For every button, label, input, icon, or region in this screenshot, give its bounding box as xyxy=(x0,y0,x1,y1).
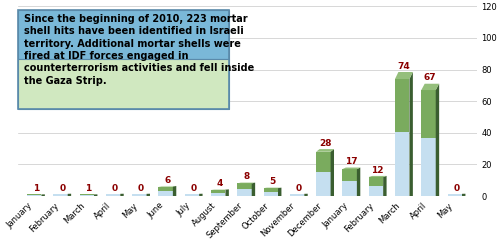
Text: 0: 0 xyxy=(138,184,144,193)
Polygon shape xyxy=(422,84,439,90)
Polygon shape xyxy=(410,72,413,196)
Polygon shape xyxy=(94,194,98,196)
Bar xyxy=(238,183,252,189)
Bar xyxy=(316,152,330,172)
Polygon shape xyxy=(158,186,176,187)
Bar xyxy=(368,177,383,186)
Polygon shape xyxy=(278,188,281,196)
Bar xyxy=(80,194,94,195)
Polygon shape xyxy=(68,194,71,196)
Polygon shape xyxy=(436,84,439,196)
Bar xyxy=(422,138,436,196)
Bar xyxy=(342,181,357,196)
Bar xyxy=(80,195,94,196)
Bar xyxy=(238,189,252,196)
Bar xyxy=(264,188,278,192)
Bar xyxy=(264,192,278,196)
Text: 1: 1 xyxy=(33,184,39,193)
Text: 0: 0 xyxy=(59,184,66,193)
Text: Since the beginning of 2010, 223 mortar
shell hits have been identified in Israe: Since the beginning of 2010, 223 mortar … xyxy=(24,14,254,86)
Bar xyxy=(184,194,199,196)
Text: 8: 8 xyxy=(243,172,250,181)
Polygon shape xyxy=(383,176,386,196)
Polygon shape xyxy=(211,189,229,190)
Polygon shape xyxy=(330,149,334,196)
Text: 0: 0 xyxy=(190,184,196,193)
Text: 4: 4 xyxy=(216,179,223,188)
Text: 0: 0 xyxy=(296,184,302,193)
Text: 67: 67 xyxy=(424,73,436,82)
Polygon shape xyxy=(316,149,334,152)
Text: 1: 1 xyxy=(86,184,91,193)
Text: 5: 5 xyxy=(270,177,276,186)
Bar xyxy=(211,190,226,192)
Polygon shape xyxy=(368,176,386,177)
Polygon shape xyxy=(42,194,45,196)
Bar xyxy=(132,194,146,196)
Bar xyxy=(106,194,120,196)
Text: 6: 6 xyxy=(164,176,170,185)
Text: 0: 0 xyxy=(454,184,460,193)
Bar xyxy=(54,194,68,196)
Bar xyxy=(290,194,304,196)
Bar xyxy=(27,195,42,196)
Text: 12: 12 xyxy=(372,166,384,175)
Polygon shape xyxy=(395,72,413,79)
Bar xyxy=(211,192,226,196)
Bar xyxy=(422,90,436,138)
Polygon shape xyxy=(342,167,360,169)
Text: 74: 74 xyxy=(398,62,410,71)
Polygon shape xyxy=(226,189,229,196)
Polygon shape xyxy=(304,194,308,196)
Polygon shape xyxy=(462,194,466,196)
Polygon shape xyxy=(199,194,202,196)
Bar xyxy=(158,187,173,191)
Bar xyxy=(27,194,42,195)
Polygon shape xyxy=(146,194,150,196)
Bar xyxy=(316,172,330,196)
Polygon shape xyxy=(252,183,255,196)
FancyBboxPatch shape xyxy=(18,10,229,59)
Bar xyxy=(158,191,173,196)
Bar xyxy=(342,169,357,181)
Text: 28: 28 xyxy=(319,139,332,148)
Polygon shape xyxy=(357,167,360,196)
Polygon shape xyxy=(173,186,176,196)
Bar xyxy=(395,79,409,132)
Bar xyxy=(368,186,383,196)
Polygon shape xyxy=(120,194,124,196)
Text: 17: 17 xyxy=(345,157,358,166)
Text: 0: 0 xyxy=(112,184,118,193)
Bar xyxy=(448,194,462,196)
Bar xyxy=(395,132,409,196)
FancyBboxPatch shape xyxy=(18,59,229,109)
